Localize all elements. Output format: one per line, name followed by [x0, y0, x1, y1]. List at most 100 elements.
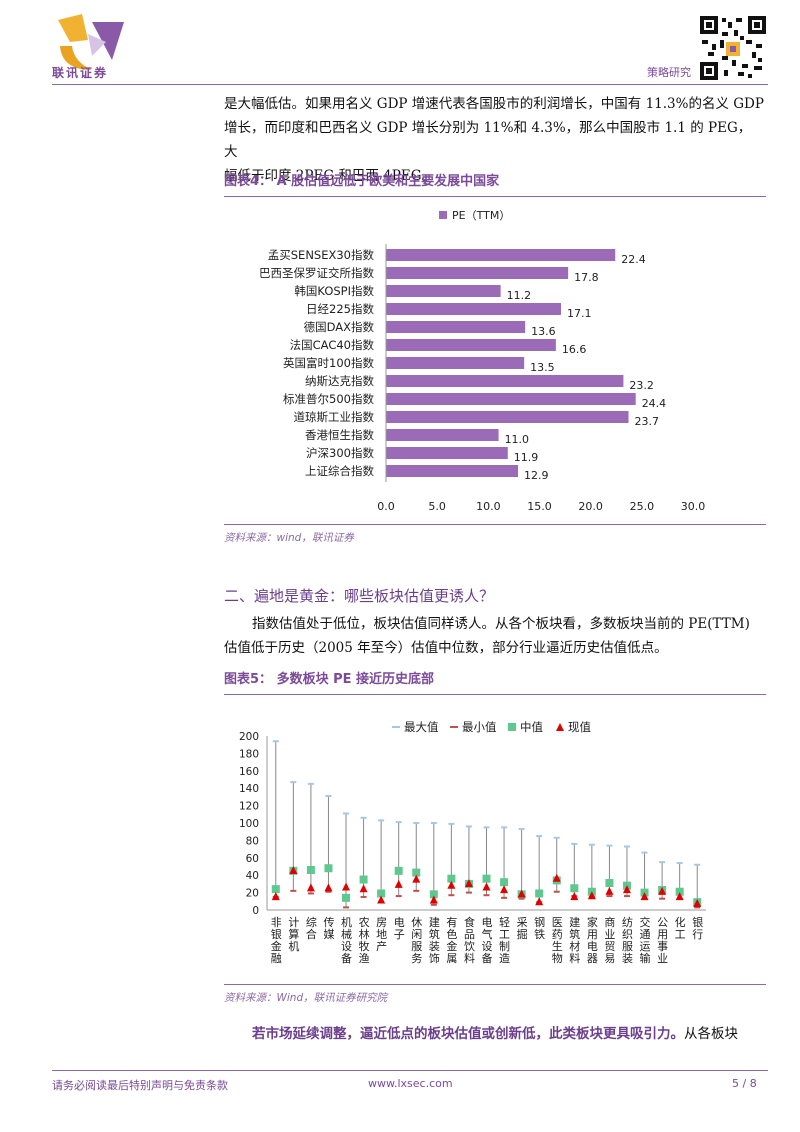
current-marker	[306, 883, 315, 892]
value-label: 13.6	[531, 325, 556, 338]
x-tick-label: 30.0	[681, 500, 706, 513]
current-marker	[517, 889, 526, 898]
paragraph-conclusion: 若市场延续调整，逼近低点的板块估值或创新低，此类板块更具吸引力。从各板块	[252, 1026, 738, 1042]
value-label: 17.1	[567, 307, 592, 320]
x-tick-label: 5.0	[428, 500, 446, 513]
paragraph-sector-valuation: 指数估值处于低位，板块估值同样诱人。从各个板块看，多数板块当前的 PE(TTM)…	[224, 616, 750, 656]
category-label: 上证综合指数	[305, 464, 374, 478]
header-divider	[52, 84, 768, 85]
x-tick-label: 电子	[394, 916, 405, 941]
bar	[386, 249, 616, 261]
category-label: 道琼斯工业指数	[294, 410, 375, 424]
category-label: 韩国KOSPI指数	[294, 284, 374, 298]
x-tick-label: 建筑装饰	[429, 915, 440, 965]
bar	[386, 357, 525, 369]
y-tick-label: 80	[246, 835, 259, 847]
category-label: 日经225指数	[306, 302, 374, 316]
x-tick-label: 建筑材料	[569, 915, 580, 965]
legend-median-label: 中值	[520, 720, 543, 734]
current-marker	[587, 891, 596, 900]
value-label: 24.4	[642, 397, 667, 410]
x-tick-label: 电气设备	[482, 916, 493, 965]
bar	[386, 321, 526, 333]
x-tick-label: 轻工制造	[499, 915, 510, 965]
current-marker	[640, 892, 649, 901]
category-label: 香港恒生指数	[305, 428, 374, 442]
legend-min-label: 最小值	[462, 720, 497, 734]
footer-page-number: 5 / 8	[732, 1077, 757, 1090]
y-tick-label: 200	[239, 731, 259, 743]
current-marker	[693, 899, 702, 908]
current-marker	[500, 885, 509, 894]
x-tick-label: 纺织服装	[622, 915, 633, 965]
x-tick-label: 农林牧渔	[359, 915, 370, 965]
footer-disclaimer: 请务必阅读最后特别声明与免责条款	[52, 1079, 228, 1092]
y-tick-label: 140	[239, 783, 259, 795]
bar	[386, 375, 624, 387]
chart-pe-by-index: PE（TTM） 孟买SENSEX30指数 22.4 巴西圣保罗证交所指数 17.8 韩国K…	[259, 209, 706, 513]
y-tick-label: 180	[239, 748, 259, 760]
value-label: 12.9	[524, 469, 549, 482]
report-type: 策略研究	[647, 66, 691, 79]
x-tick-label: 综合	[306, 915, 317, 941]
median-marker	[359, 875, 368, 884]
y-tick-label: 100	[239, 818, 259, 830]
median-marker	[342, 893, 351, 902]
category-label: 孟买SENSEX30指数	[268, 248, 375, 262]
median-marker	[377, 889, 386, 898]
x-tick-label: 计算机	[288, 916, 299, 953]
legend-max-label: 最大值	[404, 720, 439, 734]
current-marker	[342, 882, 351, 891]
x-tick-label: 商业贸易	[604, 915, 615, 965]
legend-swatch	[439, 211, 447, 219]
legend-current-marker	[556, 723, 564, 731]
bar	[386, 447, 508, 459]
x-tick-label: 家用电器	[587, 915, 598, 965]
bar	[386, 267, 569, 279]
bar	[386, 339, 556, 351]
current-marker	[552, 873, 561, 882]
median-marker	[271, 885, 280, 894]
x-tick-label: 银行	[692, 915, 703, 941]
y-tick-label: 120	[239, 801, 259, 813]
current-marker	[675, 892, 684, 901]
y-tick-label: 20	[246, 888, 259, 900]
current-marker	[605, 886, 614, 895]
median-marker	[570, 884, 579, 893]
current-marker	[359, 884, 368, 893]
y-tick-label: 160	[239, 766, 259, 778]
value-label: 11.9	[514, 451, 539, 464]
x-tick-label: 非银金融	[271, 916, 282, 965]
current-marker	[570, 892, 579, 901]
value-label: 11.0	[505, 433, 529, 446]
current-marker	[394, 879, 403, 888]
median-marker	[429, 890, 438, 899]
figure-5-source: 资料来源：Wind，联讯证券研究院	[224, 984, 766, 1005]
x-tick-label: 交通运输	[640, 915, 651, 965]
bar	[386, 429, 499, 441]
current-marker	[412, 874, 421, 883]
legend-median-marker	[508, 723, 516, 731]
company-logo	[58, 14, 124, 70]
emphasis-text: 若市场延续调整，逼近低点的板块估值或创新低，此类板块更具吸引力。	[252, 1026, 684, 1042]
bar	[386, 411, 629, 423]
bar	[386, 393, 636, 405]
category-label: 巴西圣保罗证交所指数	[259, 266, 374, 280]
value-label: 22.4	[621, 253, 646, 266]
chart-sector-pe-range: 最大值 最小值 中值 现值 0 20 40 60 80 100 120 140 160 180 200 非银金…	[239, 720, 706, 965]
median-marker	[306, 865, 315, 874]
current-marker	[482, 882, 491, 891]
median-marker	[675, 887, 684, 896]
y-tick-label: 40	[246, 870, 259, 882]
figure-4-source: 资料来源：wind，联讯证券	[224, 524, 766, 545]
bar	[386, 285, 501, 297]
median-marker	[482, 874, 491, 883]
x-tick-label: 20.0	[578, 500, 603, 513]
y-tick-label: 0	[252, 905, 259, 917]
value-label: 23.7	[635, 415, 660, 428]
current-marker	[289, 865, 298, 874]
median-marker	[394, 866, 403, 875]
median-marker	[447, 874, 456, 883]
footer-website[interactable]: www.lxsec.com	[368, 1077, 453, 1090]
median-marker	[535, 889, 544, 898]
